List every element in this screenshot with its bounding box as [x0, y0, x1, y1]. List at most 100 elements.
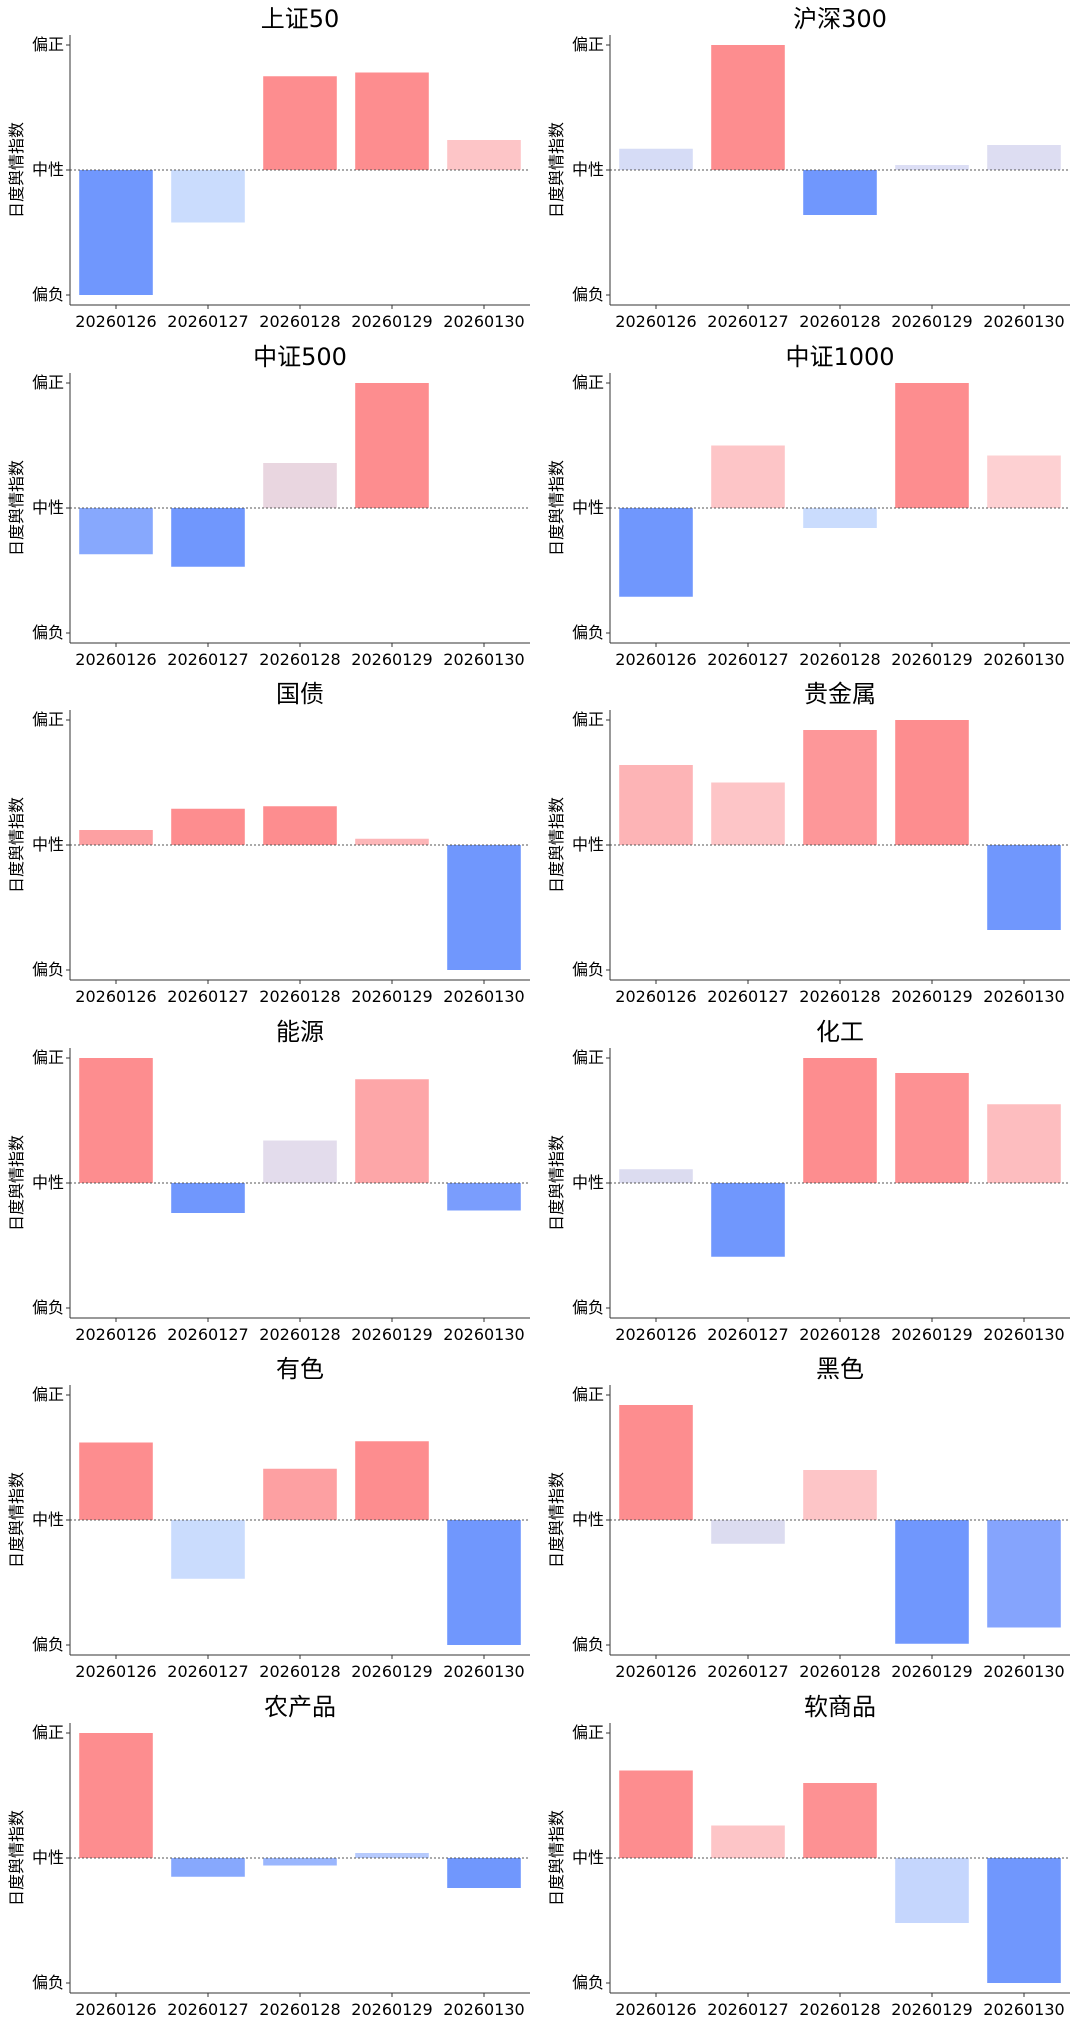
x-tick-label: 20260126	[615, 650, 696, 669]
x-tick-label: 20260128	[259, 650, 340, 669]
y-tick-label: 偏正	[32, 373, 64, 392]
x-tick-label: 20260126	[615, 1662, 696, 1681]
x-tick-label: 20260130	[443, 312, 524, 331]
bar-20260129	[355, 382, 429, 508]
x-tick-label: 20260126	[75, 1325, 156, 1344]
bar-20260126	[79, 830, 153, 845]
x-tick-label: 20260126	[75, 650, 156, 669]
y-tick-label: 偏负	[572, 1298, 604, 1317]
y-axis-label: 日度舆情指数	[7, 122, 26, 218]
y-tick-label: 中性	[32, 160, 64, 179]
bar-20260129	[355, 838, 429, 845]
x-tick-label: 20260126	[75, 2000, 156, 2019]
x-tick-label: 20260130	[443, 1662, 524, 1681]
y-tick-label: 偏正	[572, 35, 604, 54]
bar-20260129	[355, 1852, 429, 1858]
y-tick-label: 中性	[32, 1510, 64, 1529]
bar-20260128	[803, 507, 877, 528]
x-tick-label: 20260126	[615, 987, 696, 1006]
x-tick-label: 20260126	[75, 312, 156, 331]
bar-20260128	[803, 1470, 877, 1520]
y-tick-label: 偏正	[32, 35, 64, 54]
y-tick-label: 偏正	[572, 710, 604, 729]
x-tick-label: 20260129	[351, 987, 432, 1006]
bar-20260127	[171, 808, 245, 845]
x-tick-label: 20260128	[799, 1325, 880, 1344]
bar-20260126	[619, 1168, 693, 1183]
y-tick-label: 中性	[32, 835, 64, 854]
y-axis-label: 日度舆情指数	[547, 1472, 566, 1568]
bar-20260128	[803, 730, 877, 845]
y-axis-label: 日度舆情指数	[547, 797, 566, 893]
bar-20260126	[79, 170, 153, 295]
x-tick-label: 20260127	[707, 650, 788, 669]
bar-20260127	[711, 445, 785, 508]
bar-20260126	[79, 1057, 153, 1183]
y-tick-label: 中性	[32, 1173, 64, 1192]
bar-20260127	[171, 1182, 245, 1213]
bar-20260130	[987, 845, 1061, 930]
x-tick-label: 20260128	[799, 1662, 880, 1681]
chart-title: 沪深300	[793, 5, 887, 33]
bar-20260127	[171, 1520, 245, 1579]
x-tick-label: 20260129	[891, 1325, 972, 1344]
bar-20260126	[79, 507, 153, 554]
x-tick-label: 20260127	[707, 2000, 788, 2019]
x-tick-label: 20260126	[615, 1325, 696, 1344]
y-tick-label: 偏正	[32, 1385, 64, 1404]
y-tick-label: 中性	[32, 498, 64, 517]
y-tick-label: 偏负	[572, 1973, 604, 1992]
bar-20260129	[895, 720, 969, 845]
chart-title: 上证50	[261, 5, 340, 33]
x-tick-label: 20260130	[443, 1325, 524, 1344]
bar-20260130	[447, 1182, 521, 1210]
y-tick-label: 偏负	[32, 285, 64, 304]
bar-20260129	[895, 165, 969, 170]
x-tick-label: 20260129	[891, 312, 972, 331]
bar-20260128	[263, 76, 337, 170]
y-axis-label: 日度舆情指数	[547, 459, 566, 555]
bar-20260130	[987, 455, 1061, 508]
bar-20260126	[619, 1770, 693, 1858]
chart-title: 黑色	[816, 1355, 864, 1383]
bar-20260130	[447, 1520, 521, 1645]
x-tick-label: 20260129	[891, 2000, 972, 2019]
y-tick-label: 偏正	[32, 1723, 64, 1742]
y-tick-label: 偏负	[32, 623, 64, 642]
x-tick-label: 20260127	[707, 1662, 788, 1681]
bar-20260128	[803, 1782, 877, 1858]
y-tick-label: 偏负	[572, 623, 604, 642]
bar-20260130	[987, 1857, 1061, 1983]
x-tick-label: 20260128	[799, 2000, 880, 2019]
y-axis-label: 日度舆情指数	[547, 1809, 566, 1905]
bar-20260127	[711, 1520, 785, 1544]
bar-20260127	[711, 1825, 785, 1858]
x-tick-label: 20260127	[167, 312, 248, 331]
y-tick-label: 中性	[572, 1173, 604, 1192]
chart-title: 农产品	[264, 1693, 336, 1721]
bar-20260127	[711, 782, 785, 845]
x-tick-label: 20260127	[167, 2000, 248, 2019]
y-tick-label: 中性	[572, 835, 604, 854]
y-tick-label: 中性	[572, 498, 604, 517]
x-tick-label: 20260129	[351, 650, 432, 669]
x-tick-label: 20260130	[443, 987, 524, 1006]
bar-20260129	[895, 1520, 969, 1644]
chart-title: 贵金属	[804, 680, 876, 708]
bar-20260126	[79, 1732, 153, 1858]
chart-title: 化工	[816, 1018, 864, 1046]
bar-20260128	[803, 1057, 877, 1183]
x-tick-label: 20260128	[799, 312, 880, 331]
bar-20260126	[619, 765, 693, 845]
x-tick-label: 20260128	[259, 1325, 340, 1344]
